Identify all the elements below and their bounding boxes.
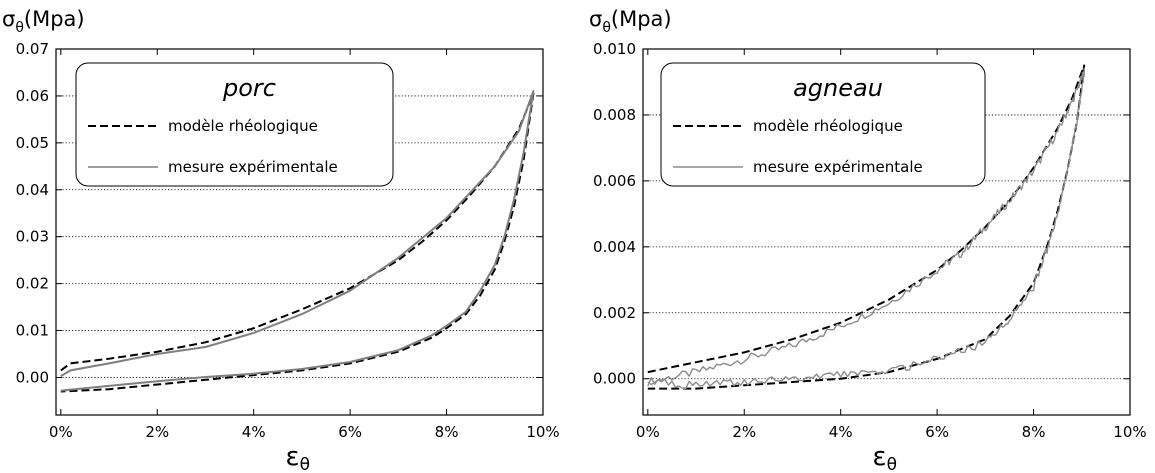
x-tick-label: 10% [1113, 423, 1146, 441]
series-line-measure [647, 67, 1085, 390]
x-tick-label: 8% [435, 423, 459, 441]
y-axis-label: σθ(Mpa) [2, 7, 85, 36]
x-tick-label: 4% [242, 423, 266, 441]
x-tick-label: 6% [338, 423, 362, 441]
x-tick-label: 0% [636, 423, 660, 441]
chart-0: 0.00 0.01 0.02 0.03 0.04 0.05 0.06 0.07 0% 2% 4% 6%… [2, 7, 560, 473]
y-axis-label: σθ(Mpa) [589, 7, 672, 36]
x-tick-label: 8% [1022, 423, 1046, 441]
y-tick-label: 0.004 [593, 238, 636, 256]
chart-1: 0.000 0.002 0.004 0.006 0.008 0.010 0% 2% 4% 6% 8%… [589, 7, 1147, 473]
legend-box [660, 62, 986, 187]
x-tick-label: 6% [925, 423, 949, 441]
legend-box [75, 62, 394, 187]
y-tick-label: 0.06 [16, 87, 49, 105]
legend-title: agneau [793, 74, 883, 102]
y-tick-label: 0.01 [16, 322, 49, 340]
y-tick-label: 0.03 [16, 228, 49, 246]
y-tick-label: 0.000 [593, 370, 636, 388]
legend-label: modèle rhéologique [753, 117, 903, 135]
y-tick-label: 0.02 [16, 275, 49, 293]
plot-frame [55, 48, 544, 416]
series-line-measure [60, 90, 535, 392]
x-axis-label: εθ [873, 442, 897, 473]
x-axis-label: εθ [286, 442, 310, 473]
legend-title: porc [222, 74, 276, 102]
legend-label: modèle rhéologique [168, 117, 318, 135]
y-tick-label: 0.008 [593, 106, 636, 124]
legend-label: mesure expérimentale [753, 158, 923, 176]
y-tick-label: 0.05 [16, 134, 49, 152]
x-tick-label: 2% [732, 423, 756, 441]
legend-label: mesure expérimentale [168, 158, 338, 176]
x-tick-label: 4% [829, 423, 853, 441]
series-line-model [60, 92, 535, 393]
x-tick-label: 0% [49, 423, 73, 441]
plot-frame [642, 48, 1131, 416]
y-tick-label: 0.04 [16, 181, 49, 199]
legend: agneau modèle rhéologique mesure expérimen… [660, 62, 986, 187]
legend: porc modèle rhéologique mesure expérimenta… [75, 62, 394, 187]
x-tick-label: 2% [145, 423, 169, 441]
y-tick-label: 0.00 [16, 368, 49, 386]
y-tick-label: 0.010 [593, 40, 636, 58]
x-tick-label: 10% [526, 423, 559, 441]
y-tick-label: 0.07 [16, 40, 49, 58]
y-tick-label: 0.006 [593, 172, 636, 190]
y-tick-label: 0.002 [593, 304, 636, 322]
